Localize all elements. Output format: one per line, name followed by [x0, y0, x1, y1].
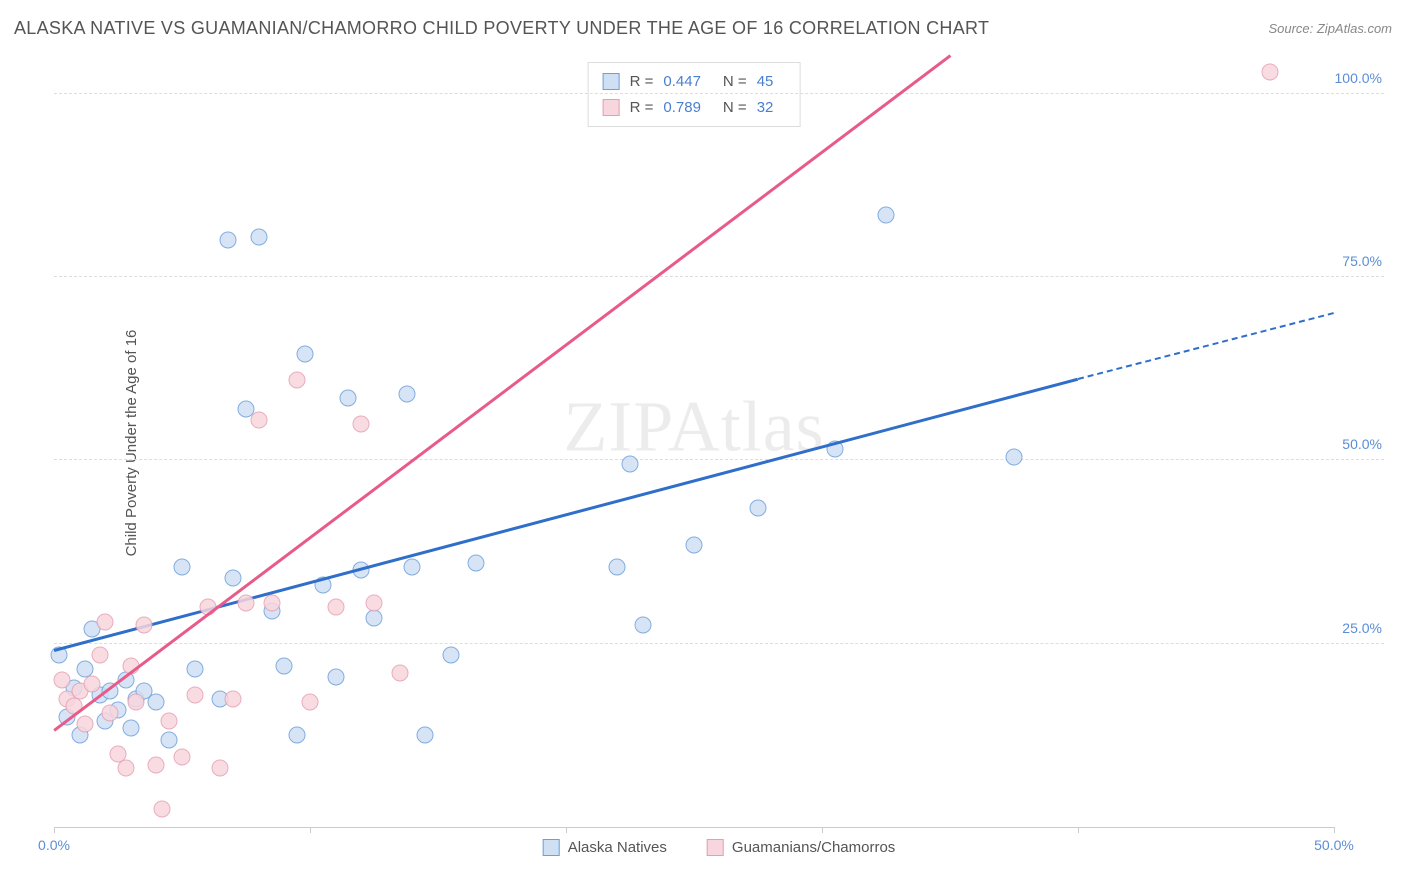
- data-point: [148, 756, 165, 773]
- data-point: [366, 610, 383, 627]
- x-tick: [566, 827, 567, 833]
- data-point: [622, 456, 639, 473]
- data-point: [250, 228, 267, 245]
- chart-header: ALASKA NATIVE VS GUAMANIAN/CHAMORRO CHIL…: [14, 18, 1392, 39]
- legend-label: Guamanians/Chamorros: [732, 839, 895, 856]
- n-value: 32: [757, 95, 774, 121]
- data-point: [161, 712, 178, 729]
- data-point: [750, 500, 767, 517]
- correlation-legend: R = 0.447 N = 45 R = 0.789 N = 32: [588, 62, 801, 127]
- chart-area: Child Poverty Under the Age of 16 ZIPAtl…: [54, 58, 1384, 828]
- y-tick-label: 25.0%: [1342, 620, 1382, 636]
- data-point: [263, 595, 280, 612]
- r-label: R =: [630, 69, 654, 95]
- data-point: [122, 720, 139, 737]
- data-point: [174, 749, 191, 766]
- legend-item: Alaska Natives: [543, 839, 667, 856]
- data-point: [289, 727, 306, 744]
- data-point: [366, 595, 383, 612]
- data-point: [238, 595, 255, 612]
- r-value: 0.789: [663, 95, 701, 121]
- r-label: R =: [630, 95, 654, 121]
- data-point: [186, 687, 203, 704]
- data-point: [417, 727, 434, 744]
- data-point: [878, 206, 895, 223]
- data-point: [220, 232, 237, 249]
- data-point: [148, 694, 165, 711]
- gridline: [54, 643, 1384, 644]
- data-point: [250, 412, 267, 429]
- data-point: [135, 617, 152, 634]
- gridline: [54, 459, 1384, 460]
- data-point: [634, 617, 651, 634]
- data-point: [353, 415, 370, 432]
- series-legend: Alaska Natives Guamanians/Chamorros: [543, 839, 896, 856]
- data-point: [84, 676, 101, 693]
- n-label: N =: [723, 95, 747, 121]
- gridline: [54, 276, 1384, 277]
- data-point: [442, 646, 459, 663]
- data-point: [212, 760, 229, 777]
- y-tick-label: 75.0%: [1342, 253, 1382, 269]
- data-point: [327, 668, 344, 685]
- legend-label: Alaska Natives: [568, 839, 667, 856]
- data-point: [404, 558, 421, 575]
- n-label: N =: [723, 69, 747, 95]
- data-point: [161, 732, 178, 749]
- data-point: [340, 390, 357, 407]
- data-point: [153, 800, 170, 817]
- r-value: 0.447: [663, 69, 701, 95]
- data-point: [1262, 63, 1279, 80]
- data-point: [102, 705, 119, 722]
- data-point: [1006, 448, 1023, 465]
- y-tick-label: 50.0%: [1342, 436, 1382, 452]
- scatter-plot: ZIPAtlas R = 0.447N = 45R = 0.789N = 32 …: [54, 58, 1334, 828]
- data-point: [276, 657, 293, 674]
- trend-line: [53, 55, 950, 732]
- data-point: [186, 661, 203, 678]
- data-point: [468, 555, 485, 572]
- data-point: [399, 386, 416, 403]
- y-tick-label: 100.0%: [1335, 70, 1382, 86]
- x-tick: [310, 827, 311, 833]
- data-point: [117, 760, 134, 777]
- data-point: [225, 690, 242, 707]
- x-tick: [1078, 827, 1079, 833]
- data-point: [609, 558, 626, 575]
- data-point: [225, 569, 242, 586]
- data-point: [391, 665, 408, 682]
- data-point: [289, 371, 306, 388]
- data-point: [296, 346, 313, 363]
- trend-line-dash: [1078, 312, 1334, 380]
- x-tick-label: 0.0%: [38, 837, 70, 853]
- correlation-row: R = 0.789 N = 32: [603, 95, 786, 121]
- series-swatch: [707, 839, 724, 856]
- correlation-row: R = 0.447 N = 45: [603, 69, 786, 95]
- x-tick: [1334, 827, 1335, 833]
- series-swatch: [603, 99, 620, 116]
- chart-source: Source: ZipAtlas.com: [1268, 21, 1392, 36]
- legend-item: Guamanians/Chamorros: [707, 839, 895, 856]
- x-tick-label: 50.0%: [1314, 837, 1354, 853]
- data-point: [174, 558, 191, 575]
- x-tick: [54, 827, 55, 833]
- data-point: [686, 536, 703, 553]
- chart-title: ALASKA NATIVE VS GUAMANIAN/CHAMORRO CHIL…: [14, 18, 989, 39]
- n-value: 45: [757, 69, 774, 95]
- series-swatch: [603, 73, 620, 90]
- x-tick: [822, 827, 823, 833]
- gridline: [54, 93, 1384, 94]
- data-point: [76, 716, 93, 733]
- data-point: [127, 694, 144, 711]
- data-point: [53, 672, 70, 689]
- data-point: [97, 613, 114, 630]
- data-point: [302, 694, 319, 711]
- data-point: [327, 599, 344, 616]
- series-swatch: [543, 839, 560, 856]
- data-point: [92, 646, 109, 663]
